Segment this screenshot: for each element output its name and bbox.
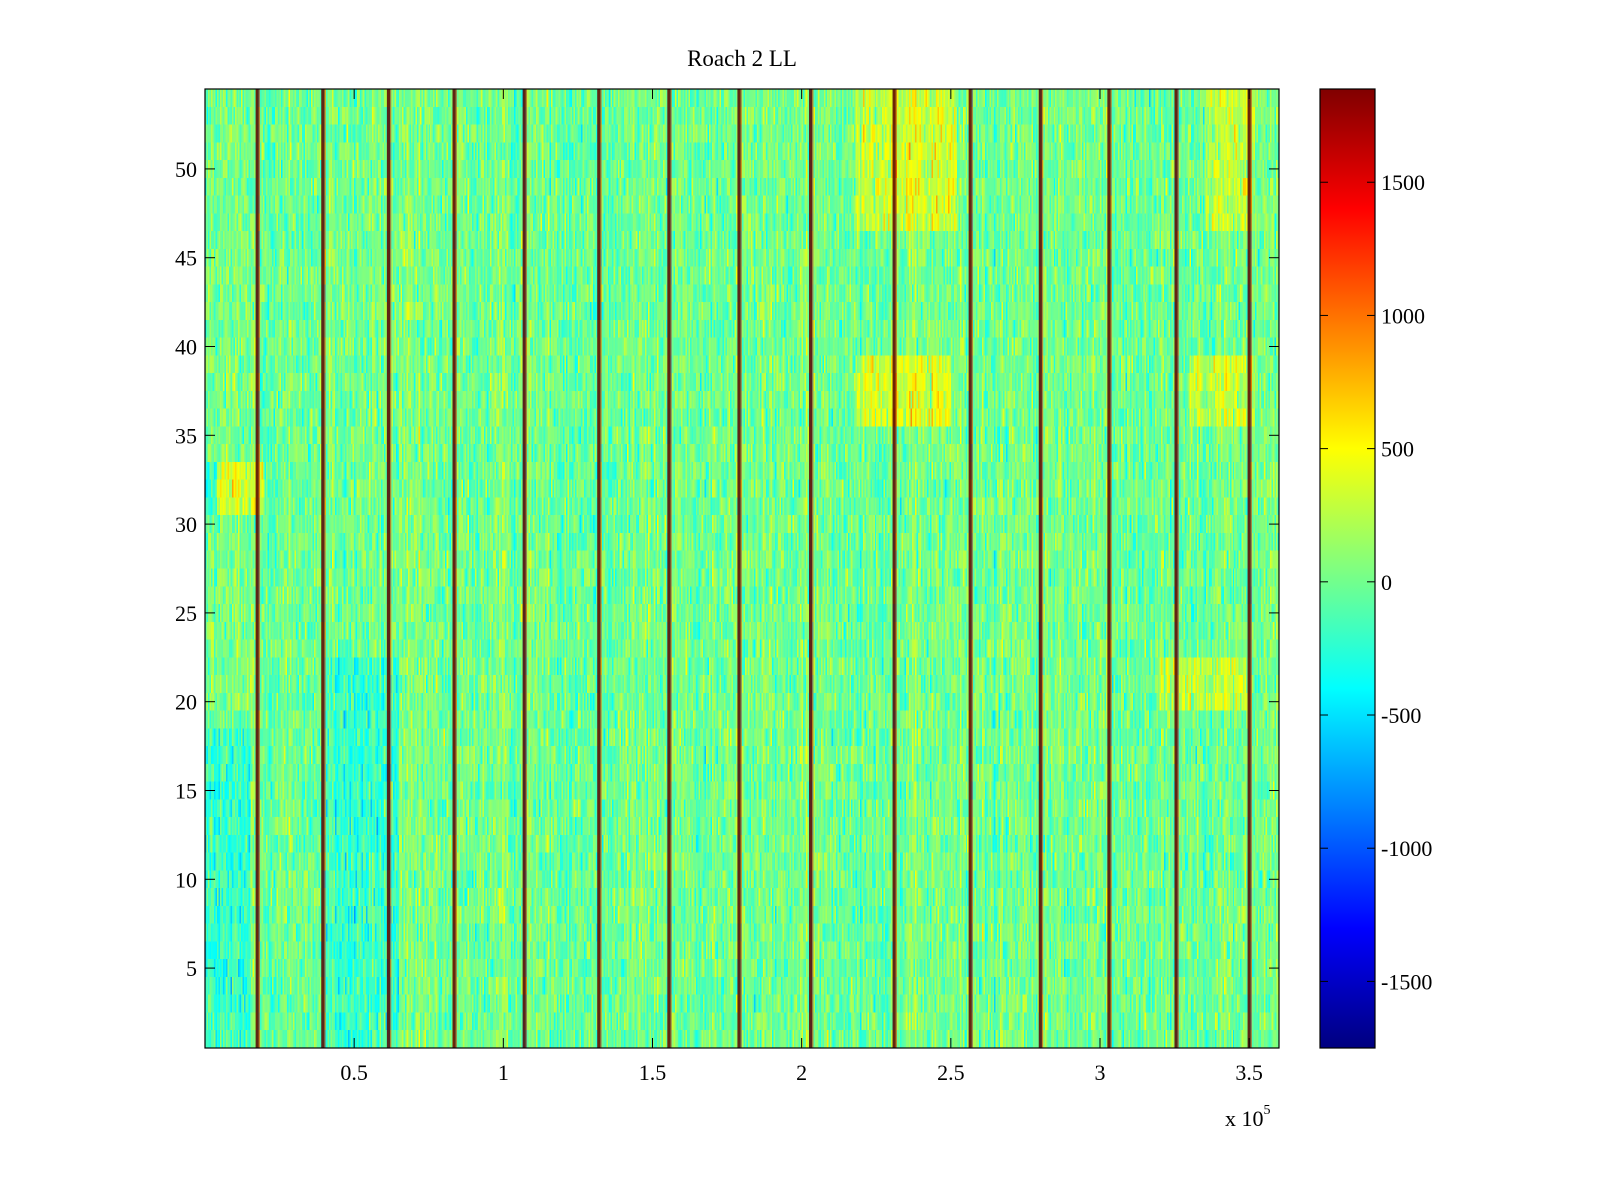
dark-stripe-6 [667, 89, 671, 1048]
dark-stripe-4 [522, 89, 526, 1048]
x-axis-multiplier-base: x 10 [1225, 1106, 1264, 1131]
x-axis-multiplier-exponent: 5 [1264, 1103, 1271, 1118]
stripe-edge-12 [1110, 89, 1112, 1048]
dark-stripe-9 [892, 89, 896, 1048]
y-tick-label-8: 45 [175, 246, 197, 271]
x-tick-label-0: 0.5 [340, 1060, 368, 1085]
colorbar-tick-label-3: 0 [1381, 570, 1392, 595]
y-tick-label-7: 40 [175, 335, 197, 360]
dark-stripe-1 [321, 89, 325, 1048]
y-tick-label-6: 35 [175, 423, 197, 448]
x-tick-label-2: 1.5 [639, 1060, 667, 1085]
y-tick-label-4: 25 [175, 601, 197, 626]
dark-stripe-10 [968, 89, 972, 1048]
plot-frame [204, 88, 1280, 1049]
dark-stripe-12 [1107, 89, 1111, 1048]
dark-stripe-8 [809, 89, 813, 1048]
colorbar-tick-label-6: 1500 [1381, 170, 1425, 195]
y-axis: 5 10 15 20 25 30 35 40 45 50 [175, 157, 1279, 981]
stripe-edge-3 [455, 89, 457, 1048]
stripe-edge-10 [971, 89, 974, 1048]
dark-stripe-3 [452, 89, 456, 1048]
colorbar-tick-label-2: -500 [1381, 703, 1421, 728]
heatmap-area [205, 89, 1279, 1048]
x-axis-multiplier: x 105 [1225, 1103, 1271, 1131]
colorbar-tick-label-1: -1000 [1381, 836, 1432, 861]
x-tick-label-6: 3.5 [1235, 1060, 1263, 1085]
stripe-edge-9 [895, 89, 897, 1048]
heatmap-cells [205, 89, 1279, 1048]
dark-stripe-14 [1247, 89, 1251, 1048]
dark-stripe-13 [1174, 89, 1178, 1048]
dark-stripe-0 [255, 89, 259, 1048]
stripe-edge-8 [812, 89, 814, 1048]
stripe-edge-5 [600, 89, 602, 1048]
stripe-edge-2 [390, 89, 392, 1048]
y-tick-label-3: 20 [175, 690, 197, 715]
dark-stripe-11 [1038, 89, 1042, 1048]
colorbar-tick-label-0: -1500 [1381, 969, 1432, 994]
stripe-edge-1 [324, 89, 326, 1048]
stripe-edge-14 [1250, 89, 1252, 1048]
y-tick-label-2: 15 [175, 778, 197, 803]
x-tick-label-4: 2.5 [937, 1060, 965, 1085]
colorbar-axis: -1500 -1000 -500 0 500 1000 1500 [1320, 170, 1432, 994]
stripe-edge-0 [258, 89, 261, 1048]
stripe-edge-11 [1041, 89, 1044, 1048]
colorbar [1319, 88, 1376, 1049]
stripe-edge-4 [525, 89, 528, 1048]
colorbar-tick-label-4: 500 [1381, 437, 1414, 462]
x-tick-label-3: 2 [796, 1060, 807, 1085]
stripe-edge-13 [1177, 89, 1179, 1048]
stripe-edge-7 [740, 89, 742, 1048]
y-tick-label-5: 30 [175, 512, 197, 537]
y-tick-label-0: 5 [186, 956, 197, 981]
dark-stripe-7 [737, 89, 741, 1048]
chart-title: Roach 2 LL [687, 46, 797, 71]
colorbar-tick-label-5: 1000 [1381, 303, 1425, 328]
y-tick-label-9: 50 [175, 157, 197, 182]
stripe-edge-6 [670, 89, 672, 1048]
x-tick-label-5: 3 [1095, 1060, 1106, 1085]
x-tick-label-1: 1 [498, 1060, 509, 1085]
dark-stripe-2 [386, 89, 391, 1048]
dark-stripe-5 [597, 89, 601, 1048]
y-tick-label-1: 10 [175, 867, 197, 892]
x-axis: 0.5 1 1.5 2 2.5 3 3.5 [340, 89, 1263, 1085]
